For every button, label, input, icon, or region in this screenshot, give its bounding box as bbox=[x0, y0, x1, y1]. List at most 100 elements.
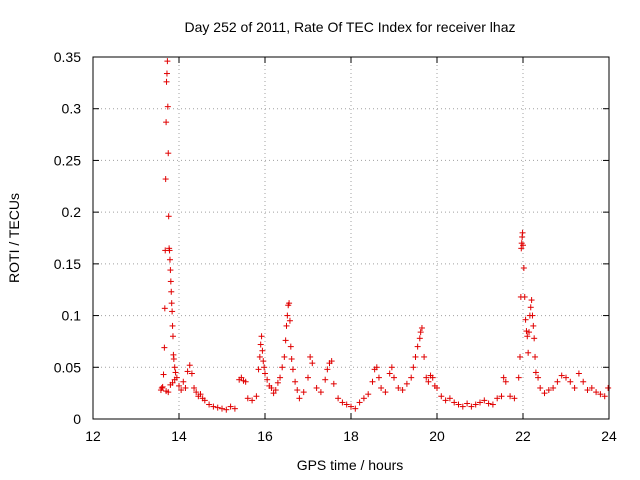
data-point bbox=[593, 389, 600, 396]
data-point bbox=[169, 308, 176, 315]
data-point bbox=[260, 358, 267, 365]
data-point bbox=[531, 335, 538, 342]
data-point bbox=[541, 390, 548, 397]
data-point bbox=[214, 404, 221, 411]
data-point bbox=[519, 229, 526, 236]
data-point bbox=[324, 366, 331, 373]
data-point bbox=[500, 374, 507, 381]
data-point bbox=[343, 401, 350, 408]
data-point bbox=[526, 329, 533, 336]
data-point bbox=[255, 366, 262, 373]
data-point bbox=[259, 347, 266, 354]
data-point bbox=[162, 176, 169, 183]
data-point bbox=[171, 364, 178, 371]
data-point bbox=[477, 399, 483, 406]
data-point bbox=[197, 391, 204, 398]
chart-title: Day 252 of 2011, Rate Of TEC Index for r… bbox=[185, 19, 516, 35]
y-tick-label: 0.1 bbox=[62, 308, 82, 324]
data-point bbox=[451, 399, 458, 406]
data-point bbox=[369, 378, 376, 385]
data-point bbox=[378, 384, 385, 391]
axis-ticks bbox=[92, 56, 610, 420]
data-point bbox=[412, 353, 419, 360]
data-point bbox=[281, 353, 288, 360]
data-point bbox=[274, 379, 281, 386]
data-point bbox=[485, 400, 492, 407]
data-point bbox=[282, 337, 289, 344]
data-point bbox=[605, 384, 612, 391]
data-point bbox=[352, 405, 359, 412]
data-point bbox=[597, 391, 604, 398]
data-point bbox=[527, 304, 534, 311]
data-point bbox=[529, 312, 536, 319]
y-tick-label: 0.05 bbox=[54, 359, 81, 375]
grid-lines bbox=[93, 57, 609, 419]
data-point bbox=[249, 397, 256, 404]
data-point bbox=[472, 401, 479, 408]
data-point bbox=[284, 312, 291, 319]
data-point bbox=[313, 384, 320, 391]
data-point bbox=[165, 389, 172, 396]
x-tick-label: 20 bbox=[429, 428, 445, 444]
data-point bbox=[186, 362, 193, 369]
data-point bbox=[286, 317, 293, 324]
data-point bbox=[163, 70, 170, 77]
data-point bbox=[328, 358, 335, 365]
data-point bbox=[455, 401, 462, 408]
data-point bbox=[386, 370, 393, 377]
data-point bbox=[498, 393, 505, 400]
data-point bbox=[287, 343, 294, 350]
data-point bbox=[348, 403, 354, 410]
data-point bbox=[157, 387, 164, 394]
data-point bbox=[567, 378, 574, 385]
data-point bbox=[161, 305, 168, 312]
data-point bbox=[395, 384, 402, 391]
data-point bbox=[169, 379, 176, 386]
data-point bbox=[518, 245, 525, 252]
data-point bbox=[588, 384, 595, 391]
data-point bbox=[292, 378, 299, 385]
data-point bbox=[317, 389, 324, 396]
data-point bbox=[166, 247, 173, 254]
data-point bbox=[528, 297, 535, 304]
data-point bbox=[223, 406, 230, 413]
y-tick-label: 0.25 bbox=[54, 152, 81, 168]
data-point bbox=[494, 395, 501, 402]
data-point bbox=[161, 344, 168, 351]
data-point bbox=[537, 384, 544, 391]
data-point bbox=[322, 376, 329, 383]
data-point bbox=[425, 378, 432, 385]
data-point bbox=[524, 333, 531, 340]
data-point bbox=[188, 370, 195, 377]
data-point bbox=[257, 341, 264, 348]
data-point bbox=[277, 374, 284, 381]
data-point bbox=[164, 58, 171, 65]
data-point bbox=[356, 399, 363, 406]
x-axis-label: GPS time / hours bbox=[297, 457, 404, 473]
data-point bbox=[434, 384, 440, 391]
data-point bbox=[464, 400, 471, 407]
data-point bbox=[571, 384, 578, 391]
data-point bbox=[191, 384, 198, 391]
y-tick-label: 0.15 bbox=[54, 256, 81, 272]
data-point bbox=[272, 387, 279, 394]
data-point bbox=[164, 103, 171, 110]
data-points bbox=[157, 58, 612, 413]
y-tick-label: 0.2 bbox=[62, 204, 82, 220]
data-point bbox=[375, 374, 382, 381]
data-point bbox=[563, 374, 569, 381]
data-point bbox=[584, 387, 591, 394]
data-point bbox=[176, 382, 182, 389]
data-point bbox=[418, 324, 425, 331]
data-point bbox=[468, 403, 475, 410]
data-point bbox=[335, 395, 342, 402]
data-point bbox=[459, 403, 466, 410]
data-point bbox=[601, 393, 608, 400]
data-point bbox=[545, 387, 552, 394]
data-point bbox=[309, 360, 316, 367]
y-axis-label: ROTI / TECUs bbox=[6, 193, 22, 283]
data-point bbox=[184, 368, 191, 375]
data-point bbox=[417, 329, 424, 336]
data-point bbox=[169, 322, 176, 329]
